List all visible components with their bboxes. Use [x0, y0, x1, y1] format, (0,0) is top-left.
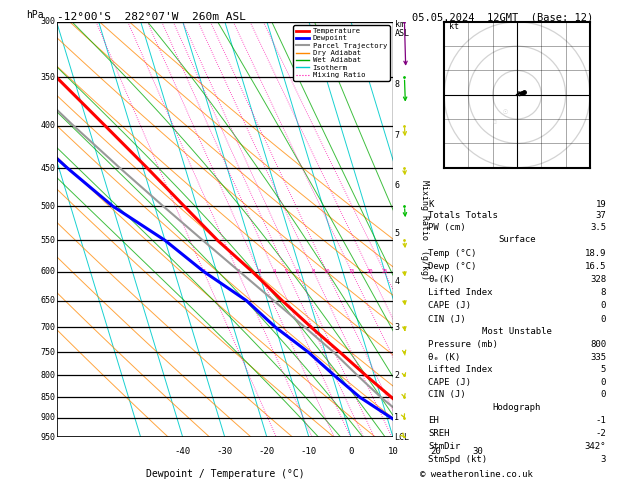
- Text: 2: 2: [394, 371, 399, 380]
- Text: EH: EH: [428, 416, 438, 425]
- Text: 20: 20: [430, 447, 440, 455]
- Text: 450: 450: [41, 163, 55, 173]
- Text: 19: 19: [596, 200, 606, 208]
- Text: -2: -2: [596, 429, 606, 438]
- Text: 550: 550: [41, 236, 55, 245]
- Text: 750: 750: [41, 347, 55, 357]
- Text: -1: -1: [596, 416, 606, 425]
- Text: -10: -10: [301, 447, 317, 455]
- Text: 3: 3: [257, 269, 260, 274]
- Text: 342°: 342°: [584, 442, 606, 451]
- Text: 0: 0: [601, 301, 606, 311]
- Text: Most Unstable: Most Unstable: [482, 328, 552, 336]
- Text: © weatheronline.co.uk: © weatheronline.co.uk: [420, 469, 533, 479]
- Text: 0: 0: [601, 378, 606, 387]
- Text: 328: 328: [590, 275, 606, 284]
- Text: Lifted Index: Lifted Index: [428, 365, 493, 374]
- Text: 8: 8: [601, 288, 606, 297]
- Text: 8: 8: [394, 80, 399, 89]
- Text: 700: 700: [41, 323, 55, 332]
- Text: 5: 5: [285, 269, 288, 274]
- Text: 10: 10: [324, 269, 330, 274]
- Text: Hodograph: Hodograph: [493, 403, 541, 412]
- Text: -30: -30: [217, 447, 233, 455]
- Text: 950: 950: [41, 433, 55, 442]
- Text: 20: 20: [367, 269, 373, 274]
- Text: -40: -40: [175, 447, 191, 455]
- Text: K: K: [428, 200, 433, 208]
- Text: 25: 25: [381, 269, 387, 274]
- Text: 30: 30: [472, 447, 482, 455]
- Text: 500: 500: [41, 202, 55, 210]
- Text: 0: 0: [348, 447, 353, 455]
- Text: 05.05.2024  12GMT  (Base: 12): 05.05.2024 12GMT (Base: 12): [412, 12, 593, 22]
- Text: 5: 5: [601, 365, 606, 374]
- Text: hPa: hPa: [26, 10, 44, 20]
- Text: Lifted Index: Lifted Index: [428, 288, 493, 297]
- Text: CAPE (J): CAPE (J): [428, 378, 471, 387]
- Text: 350: 350: [41, 73, 55, 82]
- Text: Dewp (°C): Dewp (°C): [428, 262, 476, 271]
- Text: ☉: ☉: [493, 119, 498, 124]
- Text: θₑ(K): θₑ(K): [428, 275, 455, 284]
- Text: 10: 10: [387, 447, 399, 455]
- Text: 2: 2: [237, 269, 240, 274]
- Text: Temp (°C): Temp (°C): [428, 248, 476, 258]
- Text: 800: 800: [590, 340, 606, 349]
- Text: Dewpoint / Temperature (°C): Dewpoint / Temperature (°C): [145, 469, 304, 479]
- Text: 3: 3: [601, 455, 606, 465]
- Text: 900: 900: [41, 414, 55, 422]
- Text: 15: 15: [348, 269, 355, 274]
- Text: 300: 300: [41, 17, 55, 26]
- Text: StmDir: StmDir: [428, 442, 460, 451]
- Text: 4: 4: [273, 269, 276, 274]
- Text: 6: 6: [296, 269, 299, 274]
- Text: km
ASL: km ASL: [395, 20, 410, 38]
- Text: 5: 5: [394, 229, 399, 238]
- Text: 335: 335: [590, 352, 606, 362]
- Text: 1: 1: [202, 269, 206, 274]
- Text: CIN (J): CIN (J): [428, 314, 465, 324]
- Text: 650: 650: [41, 296, 55, 305]
- Text: LCL: LCL: [394, 433, 409, 442]
- Text: 800: 800: [41, 371, 55, 380]
- Text: 8: 8: [312, 269, 315, 274]
- Text: Surface: Surface: [498, 235, 536, 244]
- Text: θₑ (K): θₑ (K): [428, 352, 460, 362]
- Text: Totals Totals: Totals Totals: [428, 211, 498, 220]
- Text: 0: 0: [601, 314, 606, 324]
- Text: 600: 600: [41, 267, 55, 276]
- Text: CIN (J): CIN (J): [428, 390, 465, 399]
- Legend: Temperature, Dewpoint, Parcel Trajectory, Dry Adiabat, Wet Adiabat, Isotherm, Mi: Temperature, Dewpoint, Parcel Trajectory…: [294, 25, 389, 81]
- Text: 3: 3: [394, 323, 399, 332]
- Text: 6: 6: [394, 181, 399, 190]
- Text: Mixing Ratio  (g/kg): Mixing Ratio (g/kg): [420, 180, 429, 279]
- Text: 4: 4: [394, 277, 399, 286]
- Text: 16.5: 16.5: [584, 262, 606, 271]
- Text: 400: 400: [41, 121, 55, 130]
- Text: 850: 850: [41, 393, 55, 402]
- Text: 37: 37: [596, 211, 606, 220]
- Text: 7: 7: [394, 131, 399, 140]
- Text: StmSpd (kt): StmSpd (kt): [428, 455, 487, 465]
- Text: CAPE (J): CAPE (J): [428, 301, 471, 311]
- Text: kt: kt: [449, 22, 459, 31]
- Text: -20: -20: [259, 447, 275, 455]
- Text: PW (cm): PW (cm): [428, 223, 465, 232]
- Text: 0: 0: [601, 390, 606, 399]
- Text: Pressure (mb): Pressure (mb): [428, 340, 498, 349]
- Text: 1: 1: [394, 414, 399, 422]
- Text: SREH: SREH: [428, 429, 450, 438]
- Text: -12°00'S  282°07'W  260m ASL: -12°00'S 282°07'W 260m ASL: [57, 12, 245, 22]
- Text: 18.9: 18.9: [584, 248, 606, 258]
- Text: 3.5: 3.5: [590, 223, 606, 232]
- Text: ☉: ☉: [503, 107, 508, 116]
